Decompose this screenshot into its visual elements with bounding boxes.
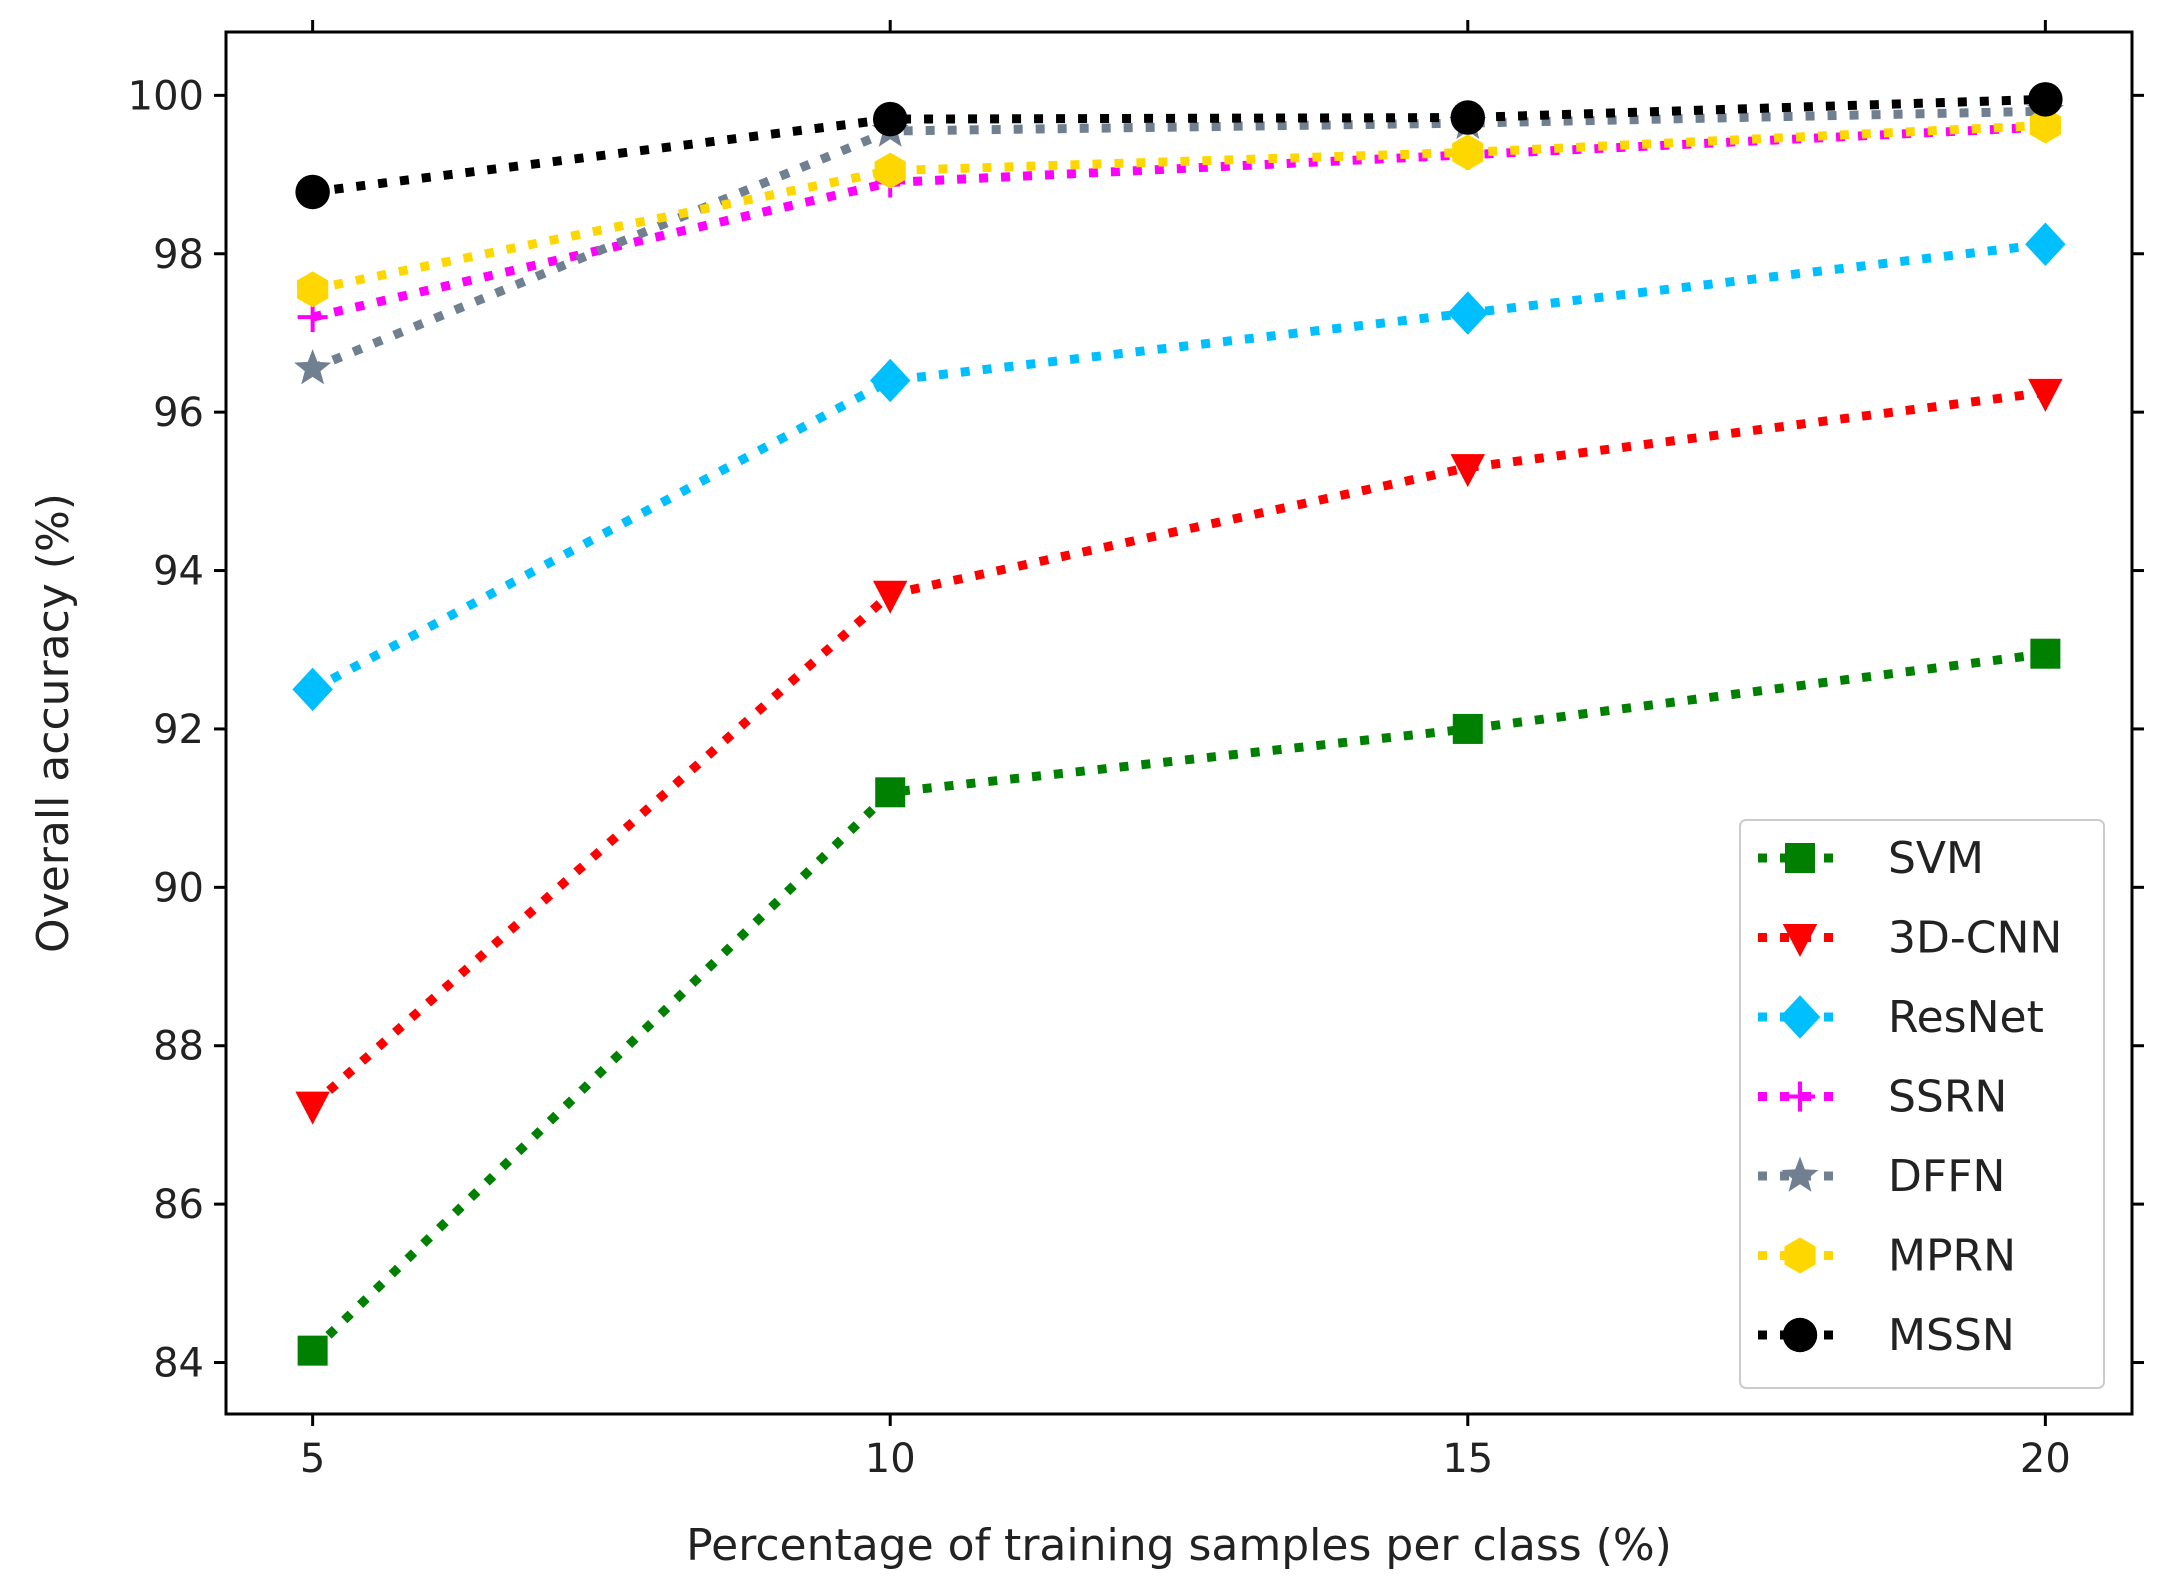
- legend-item-mprn: MPRN: [1758, 1231, 2016, 1282]
- series-svm: [297, 638, 2061, 1366]
- legend-label: MSSN: [1888, 1310, 2015, 1361]
- legend-item-svm: SVM: [1758, 833, 1984, 884]
- y-axis-title: Overall accuracy (%): [28, 493, 79, 953]
- legend-marker: [1785, 1081, 1815, 1112]
- data-point: [2025, 222, 2066, 266]
- data-point: [872, 580, 908, 614]
- y-tick-label: 84: [153, 1341, 204, 1387]
- x-tick-label: 20: [2020, 1436, 2071, 1482]
- legend-label: ResNet: [1888, 992, 2044, 1043]
- data-point: [1450, 454, 1486, 488]
- data-point: [2030, 638, 2061, 669]
- data-point: [1452, 713, 1483, 744]
- series-3d-cnn: [295, 378, 2063, 1125]
- data-point: [2029, 107, 2061, 144]
- x-axis: 5 10 15 20: [300, 20, 2071, 1482]
- x-tick-label: 5: [300, 1436, 325, 1482]
- y-tick-label: 86: [153, 1182, 204, 1228]
- data-point: [1452, 134, 1484, 171]
- data-point: [875, 777, 906, 808]
- legend-marker: [1784, 1237, 1816, 1274]
- data-point: [869, 358, 911, 403]
- legend-label: SVM: [1888, 833, 1984, 884]
- legend-label: SSRN: [1888, 1072, 2007, 1123]
- series-resnet: [292, 222, 2066, 712]
- data-point: [295, 1091, 330, 1125]
- legend-label: 3D-CNN: [1888, 913, 2062, 964]
- series-layer: [292, 82, 2066, 1366]
- legend-marker: [1785, 843, 1815, 873]
- legend-item-mssn: MSSN: [1758, 1310, 2015, 1361]
- x-axis-title: Percentage of training samples per class…: [686, 1520, 1672, 1571]
- series-line: [312, 94, 2046, 197]
- x-tick-label: 15: [1442, 1436, 1493, 1482]
- data-point: [2028, 82, 2063, 117]
- series-line: [311, 120, 2046, 294]
- series-mprn: [297, 107, 2061, 308]
- y-tick-label: 90: [153, 865, 204, 911]
- y-tick-label: 100: [128, 73, 204, 119]
- data-point: [1447, 291, 1489, 335]
- data-point: [297, 271, 329, 308]
- series-line: [309, 387, 2046, 1109]
- data-point: [2028, 378, 2063, 412]
- legend-marker: [1782, 924, 1818, 957]
- legend-label: MPRN: [1888, 1231, 2016, 1282]
- legend-marker: [1781, 1156, 1819, 1192]
- y-tick-label: 92: [153, 707, 204, 753]
- legend-box: [1739, 819, 2105, 1389]
- y-tick-label: 98: [153, 232, 204, 278]
- series-line: [309, 649, 2046, 1354]
- series-mssn: [295, 82, 2063, 210]
- legend-label: DFFN: [1888, 1151, 2005, 1202]
- y-tick-label: 96: [153, 390, 204, 436]
- data-point: [294, 349, 332, 385]
- data-point: [292, 667, 333, 712]
- legend-item-3d-cnn: 3D-CNN: [1758, 913, 2062, 964]
- legend-marker: [1782, 1317, 1818, 1353]
- data-point: [872, 101, 908, 137]
- y-tick-label: 88: [153, 1024, 204, 1070]
- y-axis: 84 86 88 90 92 94 96 98 100: [128, 73, 2144, 1387]
- legend: SVM 3D-CNN ResNet SSRN DFFN MPRN MSSN: [1739, 819, 2105, 1389]
- data-point: [874, 152, 906, 189]
- data-point: [295, 174, 330, 210]
- series-line: [310, 106, 2046, 373]
- data-point: [297, 1335, 328, 1366]
- y-tick-label: 94: [153, 549, 204, 595]
- legend-item-ssrn: SSRN: [1758, 1072, 2007, 1123]
- x-tick-label: 10: [865, 1436, 916, 1482]
- data-point: [1450, 100, 1486, 135]
- legend-marker: [1779, 995, 1821, 1039]
- legend-item-resnet: ResNet: [1758, 992, 2044, 1043]
- legend-item-dffn: DFFN: [1758, 1151, 2005, 1202]
